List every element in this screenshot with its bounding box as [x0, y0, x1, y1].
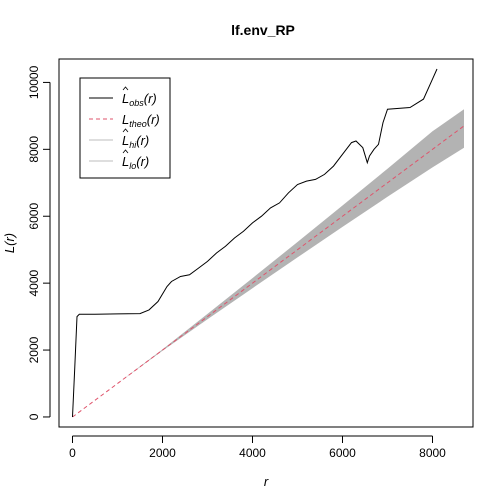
legend-hat-icon	[122, 128, 129, 133]
x-tick-label: 8000	[419, 446, 446, 460]
legend-hat-icon	[122, 149, 129, 154]
series-obs-line	[72, 68, 438, 418]
y-tick-label: 6000	[27, 203, 41, 230]
envelope-band	[72, 109, 464, 417]
x-tick-label: 2000	[149, 446, 176, 460]
x-tick-label: 6000	[329, 446, 356, 460]
y-tick-label: 0	[27, 413, 41, 420]
envelope-layer	[72, 109, 464, 417]
legend-label-hi: Lhi(r)	[122, 133, 149, 150]
legend-label-lo: Llo(r)	[122, 154, 149, 171]
y-axis: 0 2000 4000 6000 8000 10000	[27, 65, 51, 420]
plot-frame	[58, 58, 474, 428]
y-tick-label: 2000	[27, 336, 41, 363]
x-tick-label: 4000	[239, 446, 266, 460]
lines-layer	[72, 68, 465, 418]
legend-label-theo: Ltheo(r)	[122, 112, 160, 129]
y-tick-label: 4000	[27, 269, 41, 296]
legend-hat-icon	[122, 86, 129, 91]
series-theo-line	[72, 125, 465, 418]
y-axis-title: L(r)	[2, 233, 17, 253]
x-tick-label: 0	[69, 446, 76, 460]
y-tick-label: 8000	[27, 136, 41, 163]
x-axis: 0 2000 4000 6000 8000	[69, 435, 446, 460]
y-tick-label: 10000	[27, 65, 41, 99]
chart-title: lf.env_RP	[231, 22, 295, 38]
x-axis-title: r	[264, 474, 269, 489]
legend: Lobs(r) Ltheo(r) Lhi(r) Llo(r)	[79, 77, 171, 179]
legend-label-obs: Lobs(r)	[122, 91, 157, 108]
